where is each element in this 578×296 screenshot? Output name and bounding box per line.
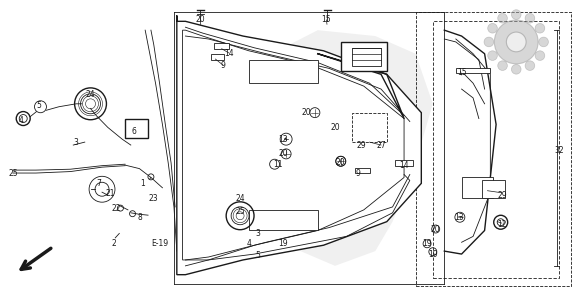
Bar [462,178,493,198]
Circle shape [525,61,535,70]
Circle shape [539,37,549,47]
Text: 3: 3 [255,229,260,238]
Bar [125,118,148,138]
Text: 4: 4 [246,239,251,248]
Text: 3: 3 [74,138,79,147]
Text: 14: 14 [224,49,234,58]
Bar [214,44,228,49]
Text: 22: 22 [112,204,121,213]
Text: 19: 19 [428,250,438,259]
Circle shape [525,13,535,23]
Text: 14: 14 [399,161,409,170]
Text: 6: 6 [131,127,136,136]
Circle shape [512,10,521,19]
Text: 25: 25 [235,207,245,216]
Circle shape [506,32,526,52]
Text: 20: 20 [336,158,346,167]
Text: 9: 9 [355,168,361,178]
Text: PartsABsolutely: PartsABsolutely [181,107,373,200]
Text: 32: 32 [554,147,564,155]
Text: 9: 9 [220,61,225,70]
Text: 11: 11 [273,160,282,169]
Text: 25: 25 [8,168,18,178]
Text: 20: 20 [279,149,288,158]
Circle shape [488,23,497,33]
Text: 5: 5 [36,101,41,110]
Text: 20: 20 [195,15,205,24]
Bar [212,54,224,59]
Bar [249,210,318,231]
Bar [395,160,413,166]
Text: 23: 23 [149,194,158,202]
Polygon shape [177,15,421,275]
Text: 4: 4 [19,115,24,125]
Bar [456,68,490,73]
Text: 13: 13 [454,213,464,222]
Circle shape [16,112,30,126]
Text: 2: 2 [111,239,116,248]
Polygon shape [260,30,433,266]
Circle shape [512,65,521,74]
Bar [352,48,381,65]
Bar [433,21,560,278]
Circle shape [535,51,544,60]
Circle shape [244,239,254,249]
Text: 20: 20 [302,108,311,117]
Bar [416,12,571,287]
Circle shape [535,23,544,33]
Text: 19: 19 [279,239,288,248]
Text: 29: 29 [497,191,507,200]
Text: 19: 19 [423,239,432,248]
Text: 20: 20 [330,123,340,132]
Bar [249,59,318,83]
Text: 12: 12 [497,220,506,229]
Text: 15: 15 [321,15,331,24]
Text: 29: 29 [356,141,366,149]
Circle shape [35,101,46,113]
Bar [352,113,387,142]
Circle shape [484,37,494,47]
Bar [355,168,369,173]
Text: 5: 5 [255,251,260,260]
Text: 21: 21 [106,189,116,198]
Bar [481,180,505,198]
Text: 15: 15 [457,68,466,77]
Text: 20: 20 [431,225,440,234]
Circle shape [498,13,507,23]
Text: 8: 8 [137,213,142,222]
Text: 1: 1 [140,179,144,188]
Text: 24: 24 [86,91,95,99]
Text: 13: 13 [279,135,288,144]
Bar [341,42,387,71]
Text: 27: 27 [376,141,386,149]
Text: 24: 24 [235,194,245,202]
Text: E-19: E-19 [151,239,168,248]
Circle shape [488,51,497,60]
Circle shape [494,20,538,64]
Text: 7: 7 [97,179,102,188]
Circle shape [498,61,507,70]
